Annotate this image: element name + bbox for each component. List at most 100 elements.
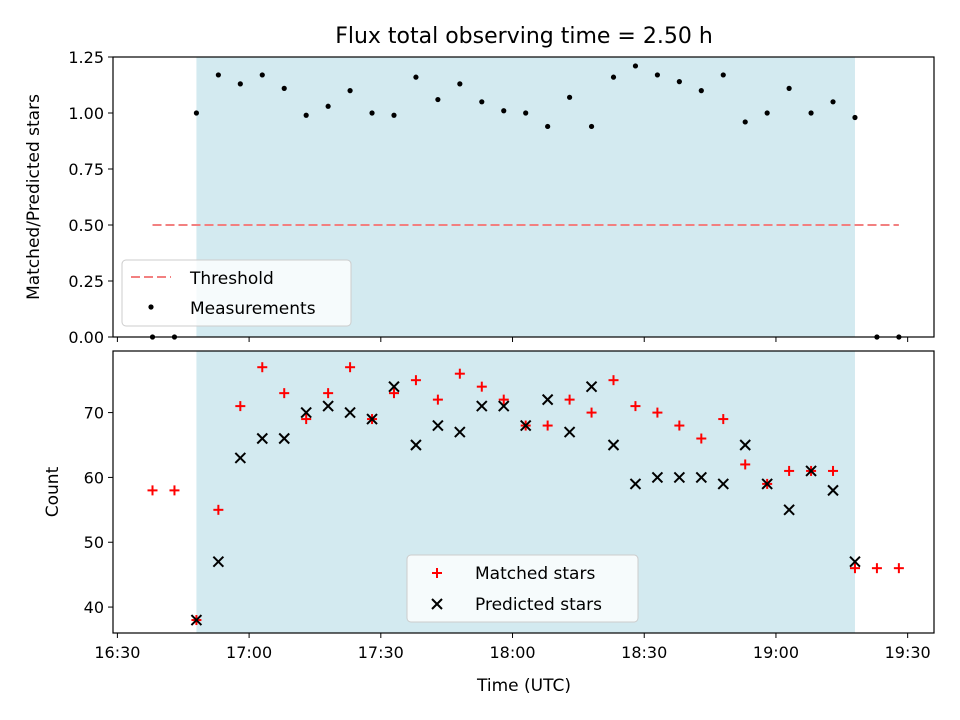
- predicted-star-marker: [563, 426, 576, 438]
- matched-star-marker: [345, 362, 356, 373]
- y-tick-label: 40: [84, 598, 104, 617]
- predicted-star-marker: [410, 439, 422, 451]
- legend-threshold-label: Threshold: [189, 269, 274, 289]
- predicted-star-marker: [190, 614, 203, 626]
- matched-star-marker: [784, 465, 795, 476]
- matched-star-marker: [257, 362, 268, 373]
- y-tick-label: 60: [84, 468, 104, 487]
- measurement-point: [588, 123, 595, 130]
- measurement-point: [347, 88, 353, 94]
- matched-star-marker: [301, 414, 312, 425]
- matched-star-marker: [674, 420, 685, 431]
- measurement-point: [632, 63, 639, 69]
- matched-star-marker: [740, 459, 751, 470]
- predicted-star-marker: [366, 413, 378, 425]
- predicted-star-marker: [454, 426, 466, 438]
- matched-star-marker: [323, 388, 334, 399]
- y-axis-label: Count: [43, 466, 63, 517]
- y-tick-label: 0.50: [68, 216, 104, 235]
- x-tick-label: 17:00: [226, 643, 272, 662]
- measurement-point: [435, 96, 441, 103]
- measurement-point: [413, 74, 419, 80]
- matched-star-marker: [608, 375, 619, 386]
- measurement-point: [501, 108, 507, 114]
- measurement-point: [720, 72, 726, 78]
- matched-star-marker: [893, 563, 904, 574]
- predicted-star-marker: [234, 452, 247, 464]
- predicted-star-marker: [388, 380, 400, 393]
- matched-star-marker: [454, 368, 465, 379]
- measurement-point: [391, 112, 397, 118]
- count-panel: 40 50 60 70 16:30 17:00 17:30 18:00 18:30 19:00 19…: [43, 350, 935, 662]
- matched-star-marker: [542, 420, 553, 431]
- x-tick-label: 19:00: [753, 643, 799, 662]
- measurement-point: [566, 94, 573, 100]
- predicted-star-marker: [827, 484, 839, 497]
- predicted-star-marker: [431, 598, 443, 610]
- predicted-star-marker: [344, 406, 356, 419]
- matched-star-marker: [388, 388, 399, 399]
- measurement-point: [369, 110, 375, 116]
- measurement-point: [303, 112, 309, 118]
- measurement-point: [259, 72, 265, 78]
- y-tick-label: 0.25: [68, 272, 104, 291]
- y-tick-label: 0.75: [68, 160, 104, 179]
- predicted-star-marker: [256, 432, 268, 445]
- measurement-point: [808, 110, 814, 116]
- measurement-point: [786, 85, 792, 91]
- matched-star-marker: [871, 563, 882, 574]
- measurement-point: [325, 103, 331, 109]
- predicted-star-marker: [432, 419, 444, 432]
- legend: Threshold Measurements: [121, 259, 352, 327]
- predicted-star-marker: [673, 471, 686, 484]
- matched-star-marker: [849, 563, 860, 574]
- matched-star-marker: [630, 401, 641, 412]
- matched-star-marker: [652, 407, 663, 418]
- matched-star-marker: [696, 433, 707, 444]
- legend-matched-label: Matched stars: [475, 564, 595, 584]
- predicted-star-marker: [476, 400, 488, 412]
- predicted-star-marker: [607, 439, 620, 451]
- axes-frame: [112, 56, 935, 338]
- measurement-point: [237, 81, 243, 87]
- predicted-star-marker: [717, 478, 729, 490]
- predicted-star-marker: [278, 432, 290, 445]
- matched-star-marker: [213, 504, 224, 515]
- legend: Matched stars Predicted stars: [406, 554, 639, 623]
- measurement-point: [215, 72, 221, 78]
- matched-star-marker: [410, 375, 421, 386]
- measurement-point: [457, 81, 463, 87]
- predicted-star-marker: [761, 478, 773, 490]
- x-tick-label: 17:30: [358, 643, 404, 662]
- matched-star-marker: [432, 568, 442, 578]
- predicted-star-marker: [651, 471, 664, 484]
- y-tick-label: 70: [84, 404, 104, 423]
- predicted-star-marker: [739, 439, 751, 451]
- axes-frame: [112, 350, 935, 634]
- measurement-point: [830, 99, 836, 105]
- measurement-point: [545, 123, 551, 130]
- matched-star-marker: [476, 381, 487, 392]
- measurement-point: [698, 88, 704, 94]
- predicted-star-marker: [849, 555, 861, 568]
- y-axis-label: Matched/Predicted stars: [24, 94, 44, 300]
- y-tick-label: 0.00: [68, 328, 104, 347]
- chart-title: Flux total observing time = 2.50 h: [335, 24, 713, 49]
- measurement-point: [479, 99, 485, 105]
- x-tick-label: 16:30: [94, 643, 140, 662]
- measurement-point: [852, 114, 858, 121]
- y-tick-label: 1.00: [68, 104, 104, 123]
- measurement-point: [148, 304, 154, 310]
- measurement-point: [193, 110, 200, 116]
- matched-star-marker: [828, 465, 839, 476]
- predicted-star-marker: [541, 393, 554, 406]
- matched-star-marker: [432, 394, 443, 405]
- measurement-point: [654, 72, 661, 78]
- predicted-star-marker: [695, 471, 708, 484]
- predicted-star-marker: [783, 504, 795, 516]
- y-tick-label: 1.25: [68, 48, 104, 67]
- measurement-point: [523, 110, 529, 116]
- measurement-point: [742, 119, 748, 125]
- x-tick-label: 18:00: [489, 643, 535, 662]
